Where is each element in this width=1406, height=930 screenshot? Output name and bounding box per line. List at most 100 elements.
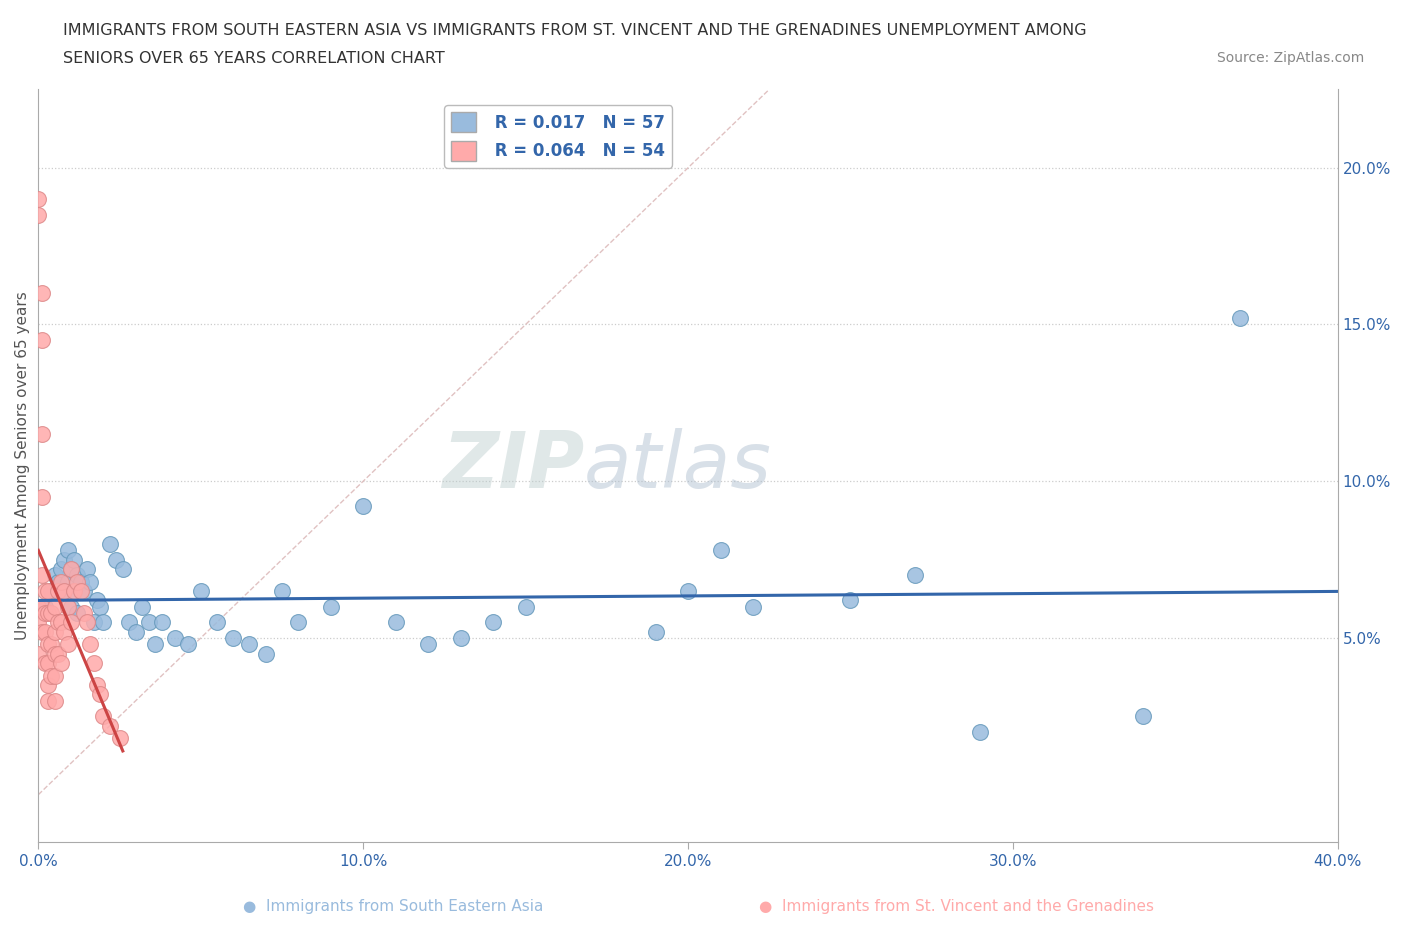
Point bbox=[190, 583, 212, 598]
Point bbox=[34, 624, 56, 639]
Point bbox=[41, 637, 63, 652]
Point bbox=[450, 631, 472, 645]
Point bbox=[83, 656, 105, 671]
Point bbox=[34, 583, 56, 598]
Point bbox=[904, 568, 927, 583]
Point bbox=[86, 593, 108, 608]
Text: atlas: atlas bbox=[583, 428, 772, 503]
Point bbox=[31, 599, 53, 614]
Point bbox=[31, 286, 53, 300]
Point bbox=[49, 562, 72, 577]
Y-axis label: Unemployment Among Seniors over 65 years: Unemployment Among Seniors over 65 years bbox=[15, 291, 30, 640]
Point bbox=[37, 656, 59, 671]
Point bbox=[91, 709, 114, 724]
Point bbox=[31, 624, 53, 639]
Point bbox=[56, 543, 79, 558]
Point bbox=[49, 574, 72, 589]
Point bbox=[238, 637, 260, 652]
Point bbox=[73, 583, 96, 598]
Point bbox=[98, 718, 121, 733]
Point bbox=[287, 615, 309, 630]
Point bbox=[41, 668, 63, 683]
Point bbox=[34, 599, 56, 614]
Point bbox=[143, 637, 166, 652]
Point bbox=[254, 646, 277, 661]
Point bbox=[222, 631, 245, 645]
Point bbox=[37, 583, 59, 598]
Point bbox=[98, 537, 121, 551]
Point bbox=[49, 615, 72, 630]
Point bbox=[31, 427, 53, 442]
Point bbox=[969, 724, 991, 739]
Point bbox=[31, 489, 53, 504]
Point bbox=[46, 583, 69, 598]
Point bbox=[44, 568, 66, 583]
Point bbox=[59, 615, 82, 630]
Point bbox=[89, 687, 111, 702]
Point bbox=[44, 599, 66, 614]
Point bbox=[37, 605, 59, 620]
Point bbox=[319, 599, 342, 614]
Point bbox=[131, 599, 153, 614]
Point bbox=[41, 605, 63, 620]
Point bbox=[31, 333, 53, 348]
Point bbox=[138, 615, 160, 630]
Point bbox=[44, 646, 66, 661]
Point bbox=[105, 552, 128, 567]
Point bbox=[37, 693, 59, 708]
Point bbox=[66, 605, 89, 620]
Point bbox=[46, 615, 69, 630]
Point bbox=[644, 624, 666, 639]
Point bbox=[69, 583, 91, 598]
Point bbox=[53, 583, 76, 598]
Point bbox=[515, 599, 537, 614]
Point bbox=[177, 637, 200, 652]
Point bbox=[41, 583, 63, 598]
Point bbox=[1132, 709, 1154, 724]
Point bbox=[56, 637, 79, 652]
Point bbox=[44, 624, 66, 639]
Point bbox=[34, 656, 56, 671]
Point bbox=[59, 599, 82, 614]
Point bbox=[76, 615, 98, 630]
Point bbox=[150, 615, 173, 630]
Point bbox=[27, 646, 49, 661]
Point bbox=[111, 562, 134, 577]
Point bbox=[27, 599, 49, 614]
Legend:  R = 0.017   N = 57,  R = 0.064   N = 54: R = 0.017 N = 57, R = 0.064 N = 54 bbox=[444, 105, 672, 167]
Point bbox=[163, 631, 186, 645]
Text: SENIORS OVER 65 YEARS CORRELATION CHART: SENIORS OVER 65 YEARS CORRELATION CHART bbox=[63, 51, 446, 66]
Point bbox=[118, 615, 141, 630]
Point bbox=[271, 583, 294, 598]
Point bbox=[482, 615, 505, 630]
Point bbox=[53, 583, 76, 598]
Point bbox=[676, 583, 699, 598]
Point bbox=[76, 562, 98, 577]
Point bbox=[56, 599, 79, 614]
Point bbox=[63, 583, 86, 598]
Point bbox=[79, 637, 101, 652]
Point bbox=[742, 599, 765, 614]
Point bbox=[27, 192, 49, 206]
Text: ●  Immigrants from St. Vincent and the Grenadines: ● Immigrants from St. Vincent and the Gr… bbox=[759, 899, 1153, 914]
Point bbox=[86, 678, 108, 693]
Point bbox=[108, 731, 131, 746]
Point bbox=[27, 615, 49, 630]
Point bbox=[49, 656, 72, 671]
Point bbox=[1229, 311, 1251, 325]
Point bbox=[53, 552, 76, 567]
Point bbox=[66, 574, 89, 589]
Point bbox=[69, 574, 91, 589]
Point bbox=[352, 498, 374, 513]
Text: Source: ZipAtlas.com: Source: ZipAtlas.com bbox=[1216, 51, 1364, 65]
Point bbox=[83, 615, 105, 630]
Point bbox=[46, 574, 69, 589]
Point bbox=[46, 646, 69, 661]
Point bbox=[59, 562, 82, 577]
Point bbox=[37, 678, 59, 693]
Point bbox=[89, 599, 111, 614]
Point bbox=[59, 562, 82, 577]
Text: ●  Immigrants from South Eastern Asia: ● Immigrants from South Eastern Asia bbox=[243, 899, 544, 914]
Point bbox=[125, 624, 148, 639]
Point bbox=[53, 624, 76, 639]
